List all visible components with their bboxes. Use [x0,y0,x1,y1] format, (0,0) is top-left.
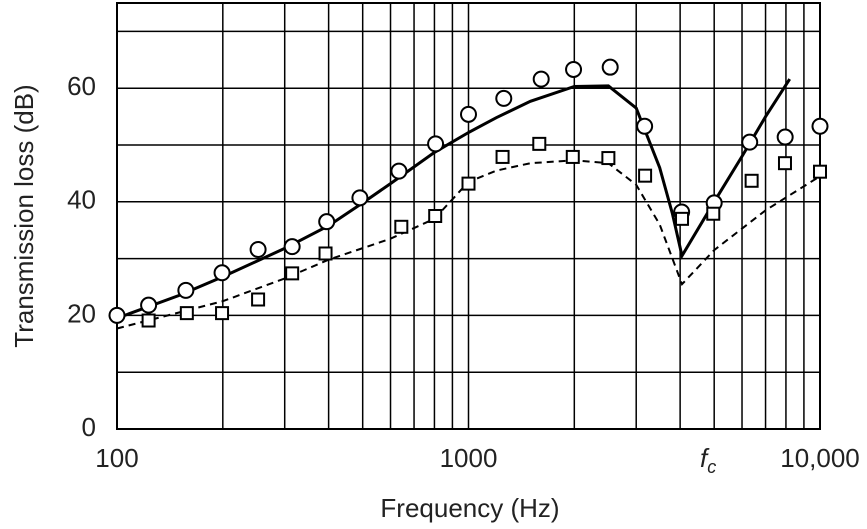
circle-point [108,306,126,324]
square-point [706,206,721,221]
square-point [495,149,510,164]
square-point [428,209,443,223]
circle-point [249,241,267,259]
square-point [638,168,653,183]
x-tick-label: 10,000 [780,443,860,473]
fc-subscript: c [707,457,716,477]
square-point [141,313,156,328]
square-point [251,292,266,307]
circle-point [565,60,583,78]
square-point [215,306,230,321]
circle-point [460,105,477,123]
x-tick-label: 100 [95,443,138,473]
square-point [813,164,827,179]
square-point [394,219,409,234]
square-point [565,149,580,164]
y-tick-label: 20 [67,298,96,328]
y-tick-label: 60 [67,71,96,101]
plot-frame [116,2,821,430]
y-tick-label: 40 [67,185,96,215]
circle-point [177,281,195,299]
y-tick-label: 0 [82,412,96,442]
solid-curve [116,78,791,320]
circle-point [636,117,654,135]
circle-point [741,133,759,151]
circle-point [351,189,369,207]
square-point [675,211,690,226]
circle-point [318,213,336,231]
circle-point [427,135,445,153]
square-point [461,176,476,191]
x-axis-title: Frequency (Hz) [380,493,559,523]
square-point [285,266,300,281]
circle-point [495,89,513,107]
square-point [318,246,333,261]
y-axis-title: Transmission loss (dB) [9,84,39,347]
square-point [532,136,547,151]
circle-point [601,58,619,76]
circle-point [140,296,158,314]
circle-point [390,162,408,180]
fc-annotation: fc [700,443,716,477]
x-tick-label: 1000 [440,443,498,473]
circle-point [811,117,829,135]
square-point [179,306,194,321]
dashed-curve [116,159,821,330]
circle-point [776,128,794,146]
circle-point [213,264,231,282]
fc-f: f [700,443,710,473]
circle-point [532,70,550,88]
square-point [601,151,616,166]
square-point [777,156,792,171]
square-point [744,173,759,188]
circle-point [283,238,301,256]
